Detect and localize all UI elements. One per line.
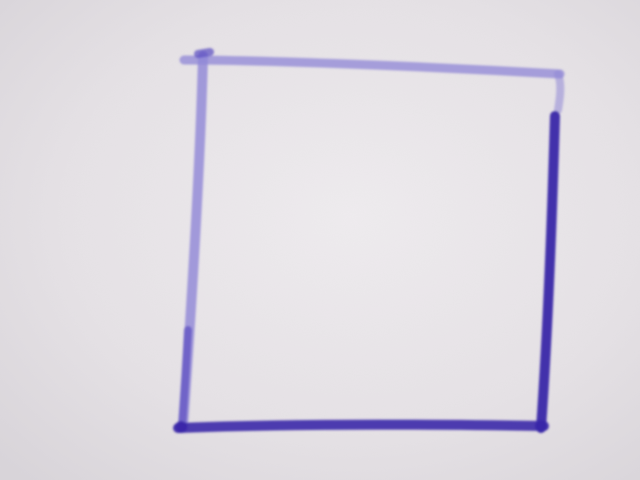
hand-drawn-square — [173, 48, 565, 433]
square-bottom-right-corner — [535, 420, 547, 432]
square-top-stroke — [179, 55, 565, 79]
square-bottom-left-corner — [175, 421, 187, 433]
square-bottom-stroke — [173, 419, 549, 433]
square-left-stroke-lower — [178, 326, 192, 432]
square-right-stroke — [536, 111, 560, 433]
square-top-right-corner — [554, 70, 565, 114]
square-top-left-tick — [194, 48, 214, 58]
